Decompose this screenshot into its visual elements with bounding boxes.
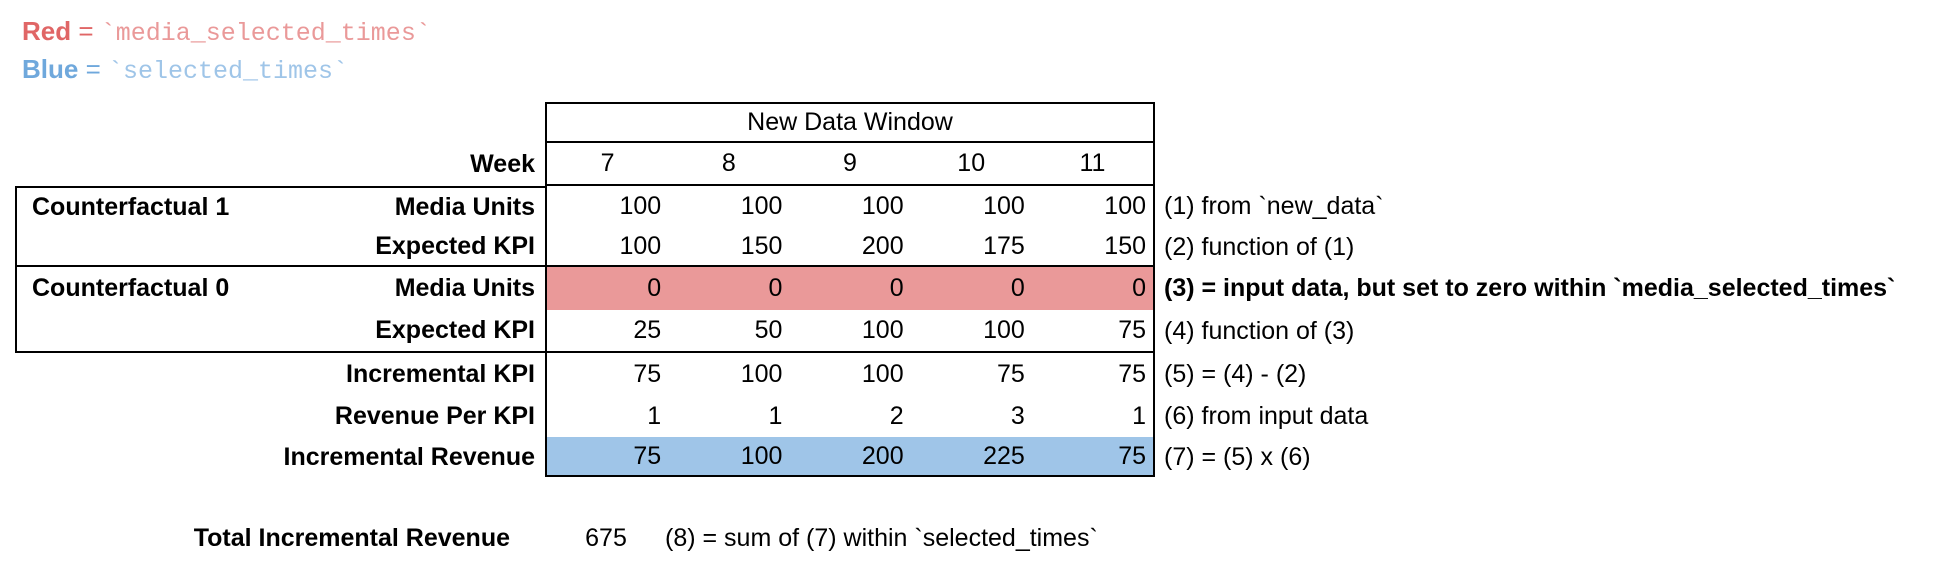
counterfactual-table: New Data Window Week 7 8 9 10 11 Counter…: [15, 102, 1955, 477]
annotation-3: (3) = input data, but set to zero within…: [1164, 274, 1896, 302]
row-label: Expected KPI: [375, 316, 535, 344]
week-10: 10: [957, 149, 986, 177]
group-label-counterfactual-1: Counterfactual 1: [32, 193, 230, 221]
annotation-7: (7) = (5) x (6): [1164, 442, 1311, 471]
total-value: 675: [585, 524, 627, 552]
row-values-incremental-kpi: 75 100 100 75 75: [545, 353, 1155, 395]
value-cell: 0: [1010, 274, 1025, 302]
row-label-cf0-expected-kpi: Expected KPI: [15, 310, 545, 353]
row-label: Incremental KPI: [346, 359, 535, 388]
value-cell: 200: [861, 231, 904, 260]
row-label-cf1-media-units: Counterfactual 1 Media Units: [15, 186, 545, 227]
legend-red-line: Red = `media_selected_times`: [22, 12, 431, 50]
value-cell: 50: [754, 316, 783, 344]
week-8: 8: [721, 149, 736, 177]
value-cell: 75: [633, 441, 662, 470]
week-9: 9: [843, 149, 857, 177]
value-cell: 3: [1010, 401, 1025, 430]
value-cell: 100: [740, 359, 783, 388]
annotation-8: (8) = sum of (7) within `selected_times`: [665, 524, 1098, 552]
value-cell: 2: [889, 401, 904, 430]
week-numbers: 7 8 9 10 11: [545, 143, 1155, 186]
row-values-cf0-expected-kpi: 25 50 100 100 75: [545, 310, 1155, 353]
legend-blue-code: `selected_times`: [107, 57, 349, 86]
value-cell: 100: [619, 192, 662, 220]
total-incremental-revenue-row: Total Incremental Revenue 675 (8) = sum …: [15, 521, 1955, 555]
value-cell: 1: [1132, 401, 1147, 430]
color-legend: Red = `media_selected_times` Blue = `sel…: [22, 12, 431, 88]
value-cell: 175: [983, 231, 1025, 260]
row-label-cf1-expected-kpi: Expected KPI: [15, 227, 545, 267]
value-cell: 75: [1118, 359, 1147, 388]
value-cell: 100: [619, 231, 662, 260]
row-label-cf0-media-units: Counterfactual 0 Media Units: [15, 267, 545, 310]
row-label: Incremental Revenue: [283, 442, 536, 471]
row-label-incremental-kpi: Incremental KPI: [15, 353, 545, 395]
group-label-counterfactual-0: Counterfactual 0: [32, 274, 230, 302]
value-cell: 1: [768, 401, 783, 430]
legend-red-equals: =: [71, 16, 101, 46]
value-cell: 100: [861, 316, 904, 344]
value-cell: 0: [647, 274, 662, 302]
value-cell: 150: [1104, 231, 1147, 260]
value-cell: 75: [1118, 441, 1147, 470]
value-cell: 75: [633, 359, 662, 388]
row-label: Media Units: [394, 274, 535, 302]
week-row-label: Week: [15, 143, 545, 186]
value-cell: 100: [861, 359, 904, 388]
row-values-cf1-expected-kpi: 100 150 200 175 150: [545, 227, 1155, 267]
annotation-6: (6) from input data: [1164, 401, 1369, 430]
annotation-2: (2) function of (1): [1164, 232, 1355, 261]
value-cell: 100: [861, 192, 904, 220]
row-label: Media Units: [394, 193, 535, 221]
value-cell: 75: [1118, 316, 1147, 344]
row-values-incremental-revenue-highlight-blue: 75 100 200 225 75: [545, 437, 1155, 477]
value-cell: 225: [983, 441, 1025, 470]
row-label-revenue-per-kpi: Revenue Per KPI: [15, 395, 545, 437]
row-values-cf1-media-units: 100 100 100 100 100: [545, 186, 1155, 227]
legend-blue-equals: =: [78, 54, 108, 84]
value-cell: 100: [983, 316, 1025, 344]
corner-spacer: [15, 102, 545, 143]
value-cell: 100: [740, 441, 783, 470]
annotation-1: (1) from `new_data`: [1164, 192, 1384, 220]
week-label: Week: [470, 150, 535, 178]
legend-red-name: Red: [22, 16, 72, 46]
value-cell: 150: [740, 231, 783, 260]
row-label: Expected KPI: [375, 231, 535, 260]
legend-red-code: `media_selected_times`: [100, 19, 431, 48]
value-cell: 200: [861, 441, 904, 470]
header-annotation-spacer: [1155, 102, 1955, 143]
value-cell: 25: [633, 316, 662, 344]
value-cell: 0: [1132, 274, 1147, 302]
table-header: New Data Window: [545, 102, 1155, 143]
value-cell: 100: [983, 192, 1025, 220]
value-cell: 100: [1104, 192, 1147, 220]
week-annotation-spacer: [1155, 143, 1955, 186]
week-11: 11: [1079, 149, 1106, 177]
annotation-4: (4) function of (3): [1164, 317, 1355, 345]
value-cell: 100: [740, 192, 783, 220]
value-cell: 75: [997, 359, 1025, 388]
total-label: Total Incremental Revenue: [193, 524, 510, 552]
row-values-revenue-per-kpi: 1 1 2 3 1: [545, 395, 1155, 437]
legend-blue-line: Blue = `selected_times`: [22, 50, 431, 88]
row-label: Revenue Per KPI: [334, 401, 535, 430]
value-cell: 0: [889, 274, 904, 302]
legend-blue-name: Blue: [22, 54, 79, 84]
row-label-incremental-revenue: Incremental Revenue: [15, 437, 545, 477]
week-7: 7: [600, 149, 615, 177]
value-cell: 1: [647, 401, 662, 430]
row-values-cf0-media-units-highlight-red: 0 0 0 0 0: [545, 267, 1155, 310]
value-cell: 0: [768, 274, 783, 302]
annotation-5: (5) = (4) - (2): [1164, 359, 1307, 388]
